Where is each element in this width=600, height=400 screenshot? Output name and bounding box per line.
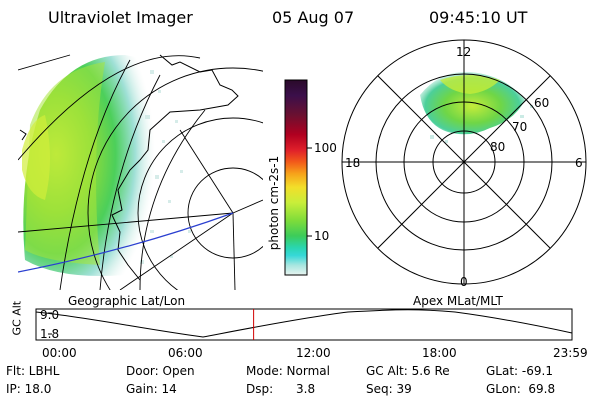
time-readout: 09:45:10 UT xyxy=(429,8,528,27)
ip-readout: IP: 18.0 xyxy=(6,382,52,396)
timeline-xtick-1200: 12:00 xyxy=(296,346,331,360)
mlt-label-0: 0 xyxy=(460,275,468,289)
gc-alt-readout: GC Alt: 5.6 Re xyxy=(366,364,450,378)
orbit-track xyxy=(18,212,234,273)
polar-grid xyxy=(341,39,587,285)
timeline-xtick-1800: 18:00 xyxy=(422,346,457,360)
colorbar-tick-10: 10 xyxy=(314,229,330,243)
timeline-xtick-0000: 00:00 xyxy=(42,346,77,360)
altitude-curve xyxy=(35,309,573,338)
timeline-y-label: GC Alt xyxy=(10,300,24,336)
colorbar-scale xyxy=(284,79,308,276)
glon-readout: GLon: 69.8 xyxy=(486,382,556,396)
timeline-frame xyxy=(35,308,573,341)
mode-readout: Mode: Normal xyxy=(246,364,330,378)
mlt-label-6: 6 xyxy=(575,156,583,170)
colorbar-tick-100: 100 xyxy=(314,141,337,155)
noise-speckle xyxy=(140,70,191,264)
timeline-xtick-0600: 06:00 xyxy=(168,346,203,360)
gain-readout: Gain: 14 xyxy=(126,382,177,396)
mlat-label-70: 70 xyxy=(512,120,528,134)
earth-image xyxy=(18,54,263,290)
polar-panel-label: Apex MLat/MLT xyxy=(413,294,503,308)
door-readout: Door: Open xyxy=(126,364,195,378)
glat-readout: GLat: -69.1 xyxy=(486,364,553,378)
date-readout: 05 Aug 07 xyxy=(272,8,355,27)
filter-readout: Flt: LBHL xyxy=(6,364,60,378)
instrument-title: Ultraviolet Imager xyxy=(48,8,193,27)
timeline-ytick-9: 9.0 xyxy=(40,308,60,322)
left-panel-label: Geographic Lat/Lon xyxy=(68,294,186,308)
seq-readout: Seq: 39 xyxy=(366,382,412,396)
auroral-oval xyxy=(420,71,525,135)
mlat-label-80: 80 xyxy=(490,140,506,154)
mlt-label-12: 12 xyxy=(456,45,472,59)
timeline-ytick-1-8: 1.8 xyxy=(40,327,60,341)
dsp-readout: Dsp: 3.8 xyxy=(246,382,316,396)
lat-lon-grid xyxy=(18,54,263,290)
mlt-label-18: 18 xyxy=(345,156,361,170)
mlat-label-60: 60 xyxy=(534,96,550,110)
timeline-xtick-2359: 23:59 xyxy=(553,346,588,360)
